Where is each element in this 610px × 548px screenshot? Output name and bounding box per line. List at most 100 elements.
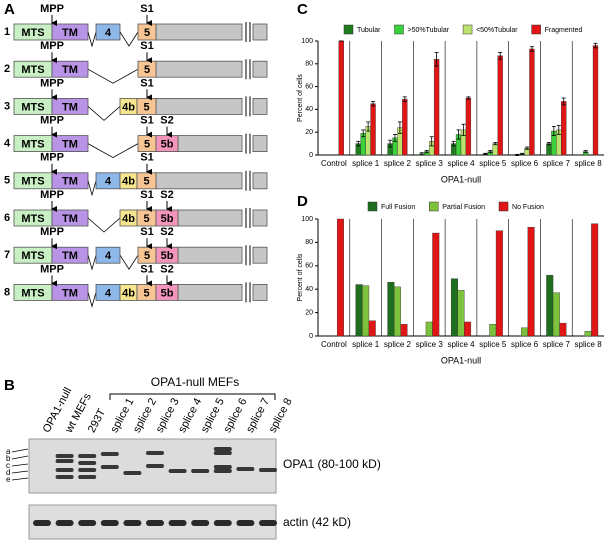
bar bbox=[355, 284, 363, 337]
exon-label: 5 bbox=[144, 64, 150, 76]
splice-junction bbox=[87, 217, 121, 233]
bar bbox=[368, 320, 376, 337]
splice-junction bbox=[119, 254, 139, 270]
c-terminal-end bbox=[252, 135, 268, 153]
error-bar bbox=[451, 140, 456, 147]
cleavage-site: S2 bbox=[160, 263, 173, 275]
cleavage-site: MPP bbox=[40, 3, 64, 15]
band bbox=[33, 520, 51, 526]
band-letter: a bbox=[6, 447, 11, 456]
x-tick-label: splice 7 bbox=[543, 340, 571, 349]
band bbox=[100, 452, 119, 456]
cleavage-site: S1 bbox=[140, 226, 153, 238]
bar bbox=[425, 321, 433, 337]
exon bbox=[95, 23, 121, 41]
error-bar bbox=[388, 139, 393, 148]
group-bracket bbox=[109, 393, 276, 400]
error-bar bbox=[424, 150, 429, 154]
exon-label: 5 bbox=[143, 176, 149, 188]
splice-junction bbox=[87, 106, 121, 121]
cleavage-site: S1 bbox=[140, 115, 153, 127]
error-bar bbox=[402, 96, 407, 102]
band bbox=[213, 465, 232, 469]
c-terminal-region bbox=[177, 246, 243, 264]
panel-label: A bbox=[4, 1, 15, 18]
band bbox=[168, 469, 187, 473]
error-bar bbox=[371, 101, 376, 107]
x-axis-label: OPA1-null bbox=[441, 355, 481, 365]
bar bbox=[433, 59, 440, 156]
cleavage-site: MPP bbox=[40, 226, 64, 238]
bar bbox=[495, 230, 503, 337]
error-bar bbox=[361, 129, 366, 138]
c-terminal-end bbox=[252, 172, 268, 190]
error-bar bbox=[429, 136, 434, 147]
band bbox=[78, 475, 97, 479]
c-terminal-region bbox=[177, 135, 243, 153]
y-tick-label: 20 bbox=[305, 129, 313, 136]
bar bbox=[592, 45, 599, 156]
bar bbox=[370, 103, 376, 156]
exon bbox=[51, 23, 89, 41]
row-number: 3 bbox=[4, 100, 10, 112]
x-tick-label: splice 3 bbox=[416, 340, 444, 349]
panel-label: D bbox=[297, 193, 308, 210]
exon-label: 5b bbox=[161, 287, 174, 299]
error-bar bbox=[498, 52, 503, 60]
band-pointer bbox=[11, 477, 29, 481]
row-number: 1 bbox=[4, 26, 10, 38]
c-terminal-region bbox=[155, 98, 243, 115]
exon-label: TM bbox=[62, 213, 78, 225]
cleavage-site: S1 bbox=[140, 77, 153, 89]
error-bar bbox=[397, 121, 402, 134]
band bbox=[191, 469, 210, 473]
exon-label: 5 bbox=[143, 213, 149, 225]
error-bar bbox=[488, 150, 493, 154]
bar bbox=[546, 274, 554, 337]
y-tick-label: 80 bbox=[305, 239, 313, 246]
legend-swatch bbox=[462, 24, 473, 35]
cleavage-site: MPP bbox=[40, 77, 64, 89]
bar bbox=[527, 226, 535, 337]
error-bar bbox=[583, 150, 588, 154]
band bbox=[146, 464, 164, 468]
y-tick-label: 100 bbox=[301, 38, 313, 45]
bar bbox=[464, 321, 472, 337]
bar bbox=[400, 324, 408, 337]
bar bbox=[402, 98, 408, 156]
exon-label: 4 bbox=[105, 250, 112, 262]
y-tick-label: 60 bbox=[305, 263, 313, 270]
bar bbox=[338, 40, 344, 156]
exon-label: 5b bbox=[161, 139, 174, 151]
legend-swatch bbox=[394, 24, 404, 35]
x-tick-label: splice 5 bbox=[479, 340, 507, 349]
c-terminal-region bbox=[155, 172, 243, 190]
exon-label: 4 bbox=[105, 27, 112, 39]
exon-label: 5 bbox=[144, 139, 150, 151]
exon-label: TM bbox=[62, 27, 78, 39]
exon-label: MTS bbox=[21, 101, 44, 113]
y-tick-label: 40 bbox=[305, 106, 313, 113]
blot-label: actin (42 kD) bbox=[283, 515, 351, 529]
x-tick-label: Control bbox=[321, 159, 347, 168]
band bbox=[213, 447, 232, 451]
x-tick-label: splice 6 bbox=[511, 340, 539, 349]
error-bar bbox=[546, 142, 551, 146]
band-pointer bbox=[11, 463, 29, 467]
exon-label: TM bbox=[62, 64, 78, 76]
band bbox=[213, 451, 232, 455]
x-tick-label: splice 8 bbox=[575, 340, 603, 349]
band-pointer bbox=[11, 455, 29, 460]
bar bbox=[393, 286, 401, 337]
y-tick-label: 60 bbox=[305, 83, 313, 90]
x-tick-label: splice 4 bbox=[447, 340, 475, 349]
legend-swatch bbox=[531, 24, 541, 35]
exon-label: MTS bbox=[21, 213, 44, 225]
y-axis-label: Percent of cells bbox=[297, 74, 304, 122]
cleavage-site: S2 bbox=[160, 115, 173, 127]
exon-label: 4b bbox=[122, 101, 135, 113]
y-tick-label: 0 bbox=[309, 333, 313, 340]
error-bar bbox=[593, 42, 598, 49]
band-letter: d bbox=[6, 468, 10, 477]
exon-label: 5 bbox=[143, 101, 149, 113]
